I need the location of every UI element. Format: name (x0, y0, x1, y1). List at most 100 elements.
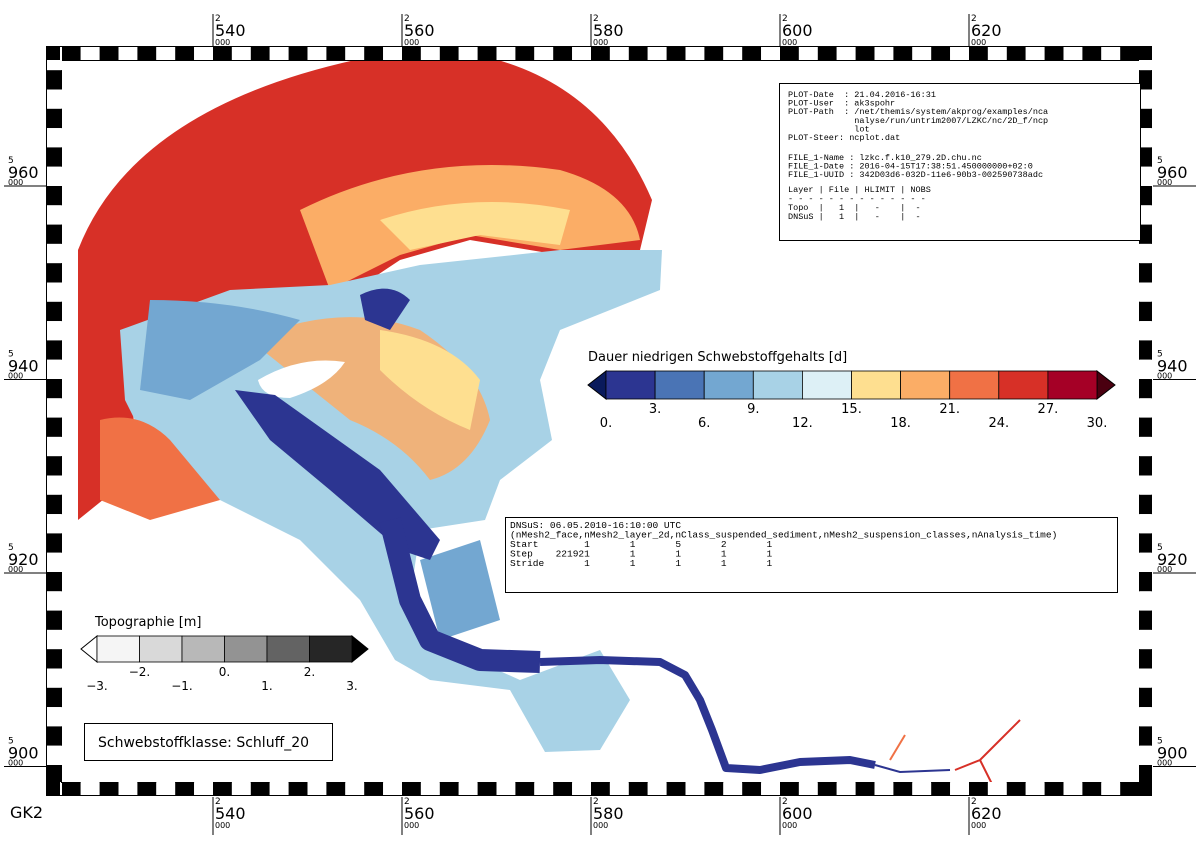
grid-label-lower: 000 (8, 178, 23, 187)
grid-label-upper: 2 (782, 797, 788, 807)
frame-segment (1139, 224, 1152, 244)
frame-segment (47, 128, 62, 148)
frame-segment (1139, 707, 1152, 727)
grid-label-upper: 2 (404, 797, 410, 807)
frame-segment (458, 782, 478, 795)
frame-segment (912, 47, 932, 60)
frame-segment (47, 147, 62, 167)
island (360, 288, 410, 330)
channel (235, 390, 440, 560)
frame-segment (1139, 147, 1152, 167)
frame-segment (912, 782, 932, 795)
frame-segment (496, 47, 516, 60)
frame-segment (307, 782, 327, 795)
grid-label-main: 960 (8, 163, 39, 182)
colorbar-label: 21. (939, 402, 960, 417)
frame-segment (591, 47, 610, 60)
grid-label-lower: 000 (1157, 759, 1172, 768)
frame-segment (62, 47, 81, 60)
frame-segment (1025, 782, 1045, 795)
frame-segment (1139, 649, 1152, 669)
frame-segment (47, 301, 62, 322)
frame-segment (477, 782, 497, 795)
frame-segment (609, 782, 629, 795)
frame-segment (47, 340, 62, 360)
island (258, 360, 345, 398)
frame-segment (213, 47, 232, 60)
frame-segment (326, 782, 346, 795)
grid-label-main: 900 (8, 744, 39, 763)
frame-segment (742, 782, 762, 795)
colorbar-label: 0. (600, 416, 612, 431)
frame-segment (855, 47, 875, 60)
grid-label-upper: 2 (782, 14, 788, 24)
frame-segment (47, 533, 62, 553)
colorbar-label: 3. (346, 679, 357, 693)
colorbar-box (605, 370, 656, 400)
frame-segment (47, 205, 62, 225)
grid-label-main: 920 (1157, 550, 1188, 569)
colorbar-label: 24. (988, 416, 1009, 431)
time-line: DNSuS: 06.05.2010-16:10:00 UTC (510, 520, 681, 531)
frame-segment (817, 47, 837, 60)
frame-segment (156, 47, 176, 60)
frame-segment (80, 47, 100, 60)
frame-segment (1101, 782, 1121, 795)
frame-segment (269, 782, 289, 795)
river (889, 734, 906, 761)
grid-label-upper: 5 (1157, 543, 1163, 553)
colorbar-under (587, 369, 607, 401)
frame-segment (383, 47, 402, 60)
frame-segment (47, 475, 62, 495)
grid-label-upper: 2 (971, 14, 977, 24)
frame-segment (250, 782, 270, 795)
frame-segment (80, 782, 100, 795)
river (379, 517, 541, 673)
frame-segment (628, 47, 648, 60)
frame-segment (1139, 687, 1152, 708)
time-line: (nMesh2_face,nMesh2_layer_2d,nClass_susp… (510, 530, 1057, 541)
frame-segment (1139, 340, 1152, 360)
frame-segment (1139, 166, 1152, 186)
frame-segment (1139, 263, 1152, 283)
frame-segment (175, 782, 195, 795)
info-line: FILE_1-Date : 2016-04-15T17:38:51.450000… (788, 162, 1033, 172)
frame-segment (477, 47, 497, 60)
frame-segment (47, 629, 62, 650)
frame-segment (175, 47, 195, 60)
grid-label-lower: 000 (782, 821, 797, 830)
frame-segment (1139, 359, 1152, 379)
info-line: DNSuS | 1 | - | - (788, 212, 921, 222)
colorbar-box (181, 635, 225, 663)
grid-label-main: 580 (593, 21, 624, 40)
frame-segment (1139, 514, 1152, 534)
colorbar-label: 3. (649, 402, 661, 417)
frame-segment (47, 649, 62, 669)
frame-segment (62, 782, 81, 795)
frame-segment (47, 321, 62, 341)
frame-segment (496, 782, 516, 795)
frame-segment (1139, 321, 1152, 341)
grid-label-upper: 5 (1157, 737, 1163, 747)
frame-segment (383, 782, 402, 795)
frame-segment (742, 47, 762, 60)
time-text: DNSuS: 06.05.2010-16:10:00 UTC(nMesh2_fa… (510, 520, 1057, 569)
frame-segment (1139, 60, 1152, 71)
frame-segment (1063, 47, 1083, 60)
frame-segment (47, 60, 62, 71)
colorbar-box (96, 635, 140, 663)
frame-segment (761, 47, 780, 60)
frame-segment (47, 263, 62, 283)
frame-segment (1139, 552, 1152, 572)
colorbar-title: Topographie [m] (94, 615, 202, 630)
frame-segment (798, 47, 818, 60)
frame-segment (47, 745, 62, 765)
frame-segment (47, 108, 62, 129)
frame-segment (1139, 379, 1152, 399)
frame-segment (402, 782, 421, 795)
frame-segment (666, 47, 686, 60)
grid-label-lower: 000 (971, 821, 986, 830)
frame-segment (47, 70, 62, 90)
colorbar-box (224, 635, 268, 663)
